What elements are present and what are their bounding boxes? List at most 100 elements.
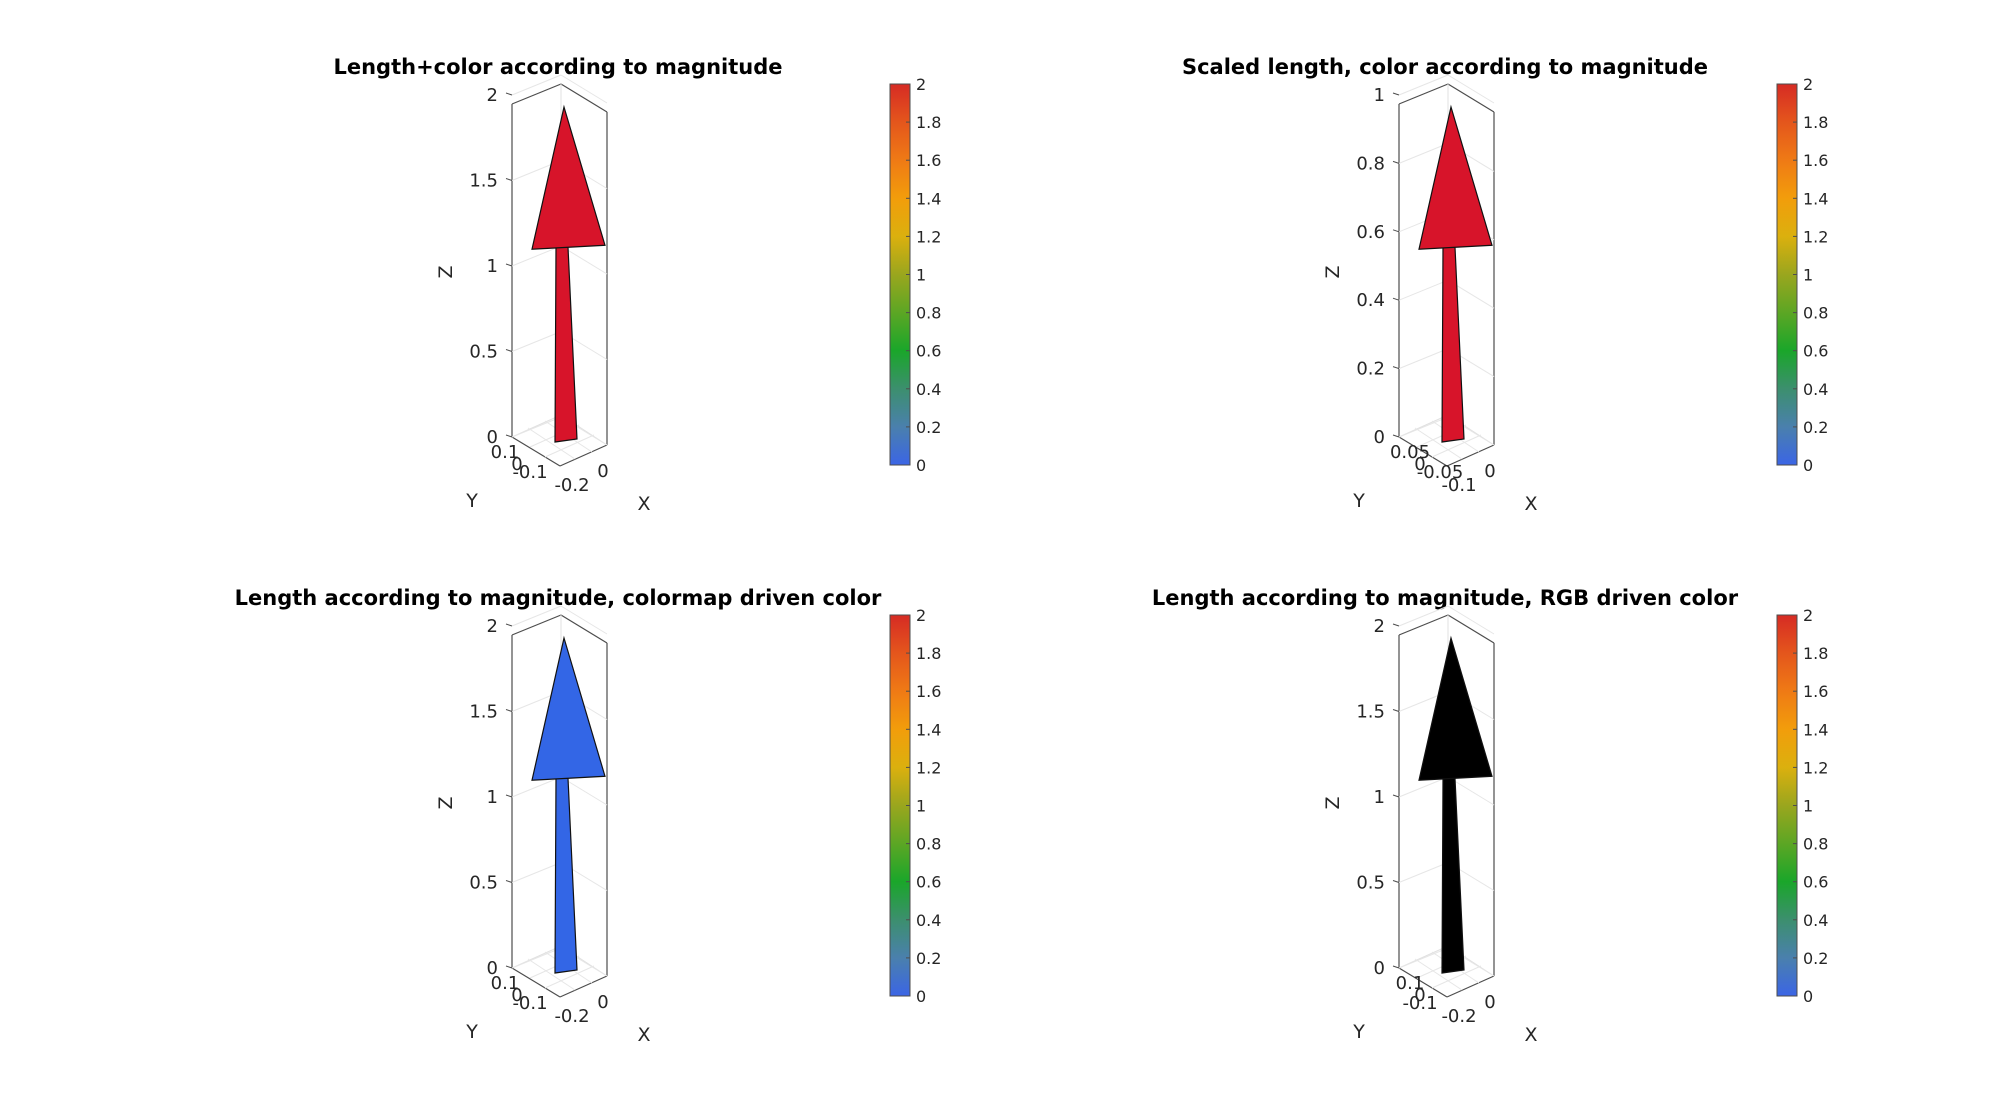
colorbar-tick-label: 0.6 [1803,342,1828,361]
box-edge [511,614,562,636]
colorbar-tick-label: 1.8 [916,644,941,663]
x-axis-label: X [637,493,650,515]
arrow-shaft [1441,777,1465,974]
z-grid-line [1447,605,1495,635]
z-tick-mark [1392,434,1400,438]
y-tick-label: 0.1 [491,973,520,994]
colorbar-tick-label: 0 [1803,456,1813,475]
z-grid-line [511,331,562,352]
y-axis-line [559,975,608,998]
box-edge [560,83,608,113]
colorbar-tick-label: 1.2 [916,758,941,777]
chart-panel-3: Length according to magnitude, colormap … [235,586,942,1046]
colorbar-tick-label: 0.6 [916,342,941,361]
z-grid-line [1447,74,1495,104]
box-edge [1447,83,1495,113]
z-tick-label: 0 [1374,958,1385,979]
y-axis-label: Y [465,490,478,512]
y-tick-label: -0.05 [1417,462,1464,483]
x-tick-label: 0 [1484,461,1495,482]
x-tick-label: 0 [597,992,608,1013]
z-tick-mark [505,178,513,181]
colorbar-tick-label: 1.6 [916,682,941,701]
z-tick-mark [505,349,513,352]
y-axis-label: Y [465,1021,478,1043]
chart-title: Length according to magnitude, colormap … [235,586,882,610]
floor-grid-line [1414,427,1463,460]
z-tick-label: 0.5 [1356,873,1385,894]
box-edge [511,83,562,105]
z-tick-label: 2 [487,85,498,106]
y-axis-label: Y [1352,490,1365,512]
chart-panel-2: Scaled length, color according to magnit… [1182,55,1828,515]
z-grid-line [511,74,562,96]
colorbar-tick-label: 1.2 [916,227,941,246]
z-tick-mark [1392,297,1400,301]
z-grid-line [511,605,562,627]
y-tick-label: -0.1 [512,462,547,483]
colorbar-tick-label: 0.6 [1803,873,1828,892]
z-axis-label: Z [1322,265,1344,278]
z-grid-line [511,245,562,267]
x-tick-label: 0 [1484,992,1495,1013]
colorbar-tick-label: 0.2 [1803,418,1828,437]
arrow-shaft [554,777,578,974]
colorbar-tick-label: 0.2 [916,949,941,968]
z-grid-line [1398,142,1449,164]
z-tick-mark [505,623,513,627]
z-tick-label: 1.5 [469,702,498,723]
z-tick-label: 0.5 [469,873,498,894]
z-grid-line [1398,416,1449,438]
z-grid-line [560,605,608,635]
x-axis-label: X [1524,1024,1537,1046]
x-axis-line [511,436,561,467]
z-tick-label: 1.5 [469,171,498,192]
chart-title: Scaled length, color according to magnit… [1182,55,1708,79]
x-tick-label: 0 [597,461,608,482]
z-tick-mark [1392,965,1400,969]
x-axis-line [511,967,561,998]
colorbar-tick-label: 0.8 [1803,835,1828,854]
y-tick-label: -0.1 [512,993,547,1014]
x-axis-line [1398,436,1448,467]
z-grid-line [560,74,608,104]
z-grid-line [1398,862,1449,883]
x-tick-label: -0.1 [1441,475,1476,496]
z-tick-mark [1392,366,1400,370]
z-tick-mark [1392,794,1400,798]
colorbar-tick-label: 0.8 [916,304,941,323]
y-axis-line [1446,444,1495,467]
x-axis-line [1398,967,1448,998]
colorbar-tick-label: 1 [1803,797,1813,816]
z-tick-mark [505,794,513,798]
chart-panel-1: Length+color according to magnitude 0 0.5 1… [333,55,941,515]
z-tick-label: 1 [487,256,498,277]
colorbar-tick-label: 0 [916,987,926,1006]
y-tick-label: 0 [1414,454,1425,475]
colorbar-tick-label: 1 [1803,266,1813,285]
colorbar-tick-label: 1.4 [1803,720,1828,739]
floor-grid-line [527,427,576,460]
x-axis-label: X [1524,493,1537,515]
colorbar-tick-label: 0.4 [1803,911,1828,930]
y-tick-label: 0.05 [1390,442,1430,463]
colorbar-tick-label: 1.4 [916,189,941,208]
colorbar-tick-label: 1.4 [916,720,941,739]
colorbar-tick-label: 0.4 [1803,380,1828,399]
z-grid-line [1398,605,1449,627]
z-tick-label: 2 [1374,616,1385,637]
colorbar-tick-label: 1.2 [1803,758,1828,777]
colorbar-tick-label: 1.8 [916,113,941,132]
colorbar-tick-label: 1.6 [1803,682,1828,701]
colorbar-tick-label: 1.8 [1803,113,1828,132]
colorbar-tick-label: 0.6 [916,873,941,892]
box-edge [1398,614,1449,636]
z-tick-mark [505,92,513,96]
colorbar-tick-label: 0 [916,456,926,475]
z-axis-label: Z [435,796,457,809]
arrow-head [1418,104,1493,250]
y-tick-label: 0.1 [1396,973,1425,994]
z-tick-label: 0.4 [1356,290,1385,311]
z-grid-line [511,947,562,969]
